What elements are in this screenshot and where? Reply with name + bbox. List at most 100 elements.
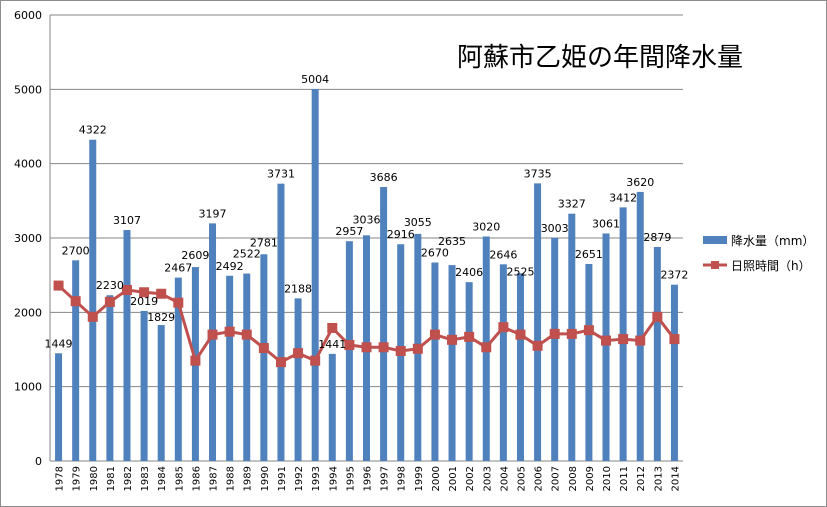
bar-1990 <box>260 254 268 461</box>
legend-swatch-rainfall <box>703 236 727 244</box>
x-tick-label: 1984 <box>157 466 168 491</box>
x-tick-label: 1999 <box>414 466 425 491</box>
bar-data-label: 5004 <box>301 73 329 86</box>
bar-1983 <box>140 310 148 461</box>
bar-1985 <box>174 277 182 461</box>
bar-1993 <box>311 89 319 461</box>
bar-2001 <box>448 265 456 461</box>
bar-data-label: 3055 <box>404 216 432 229</box>
x-tick-label: 1988 <box>226 466 237 491</box>
bar-data-label: 3003 <box>541 222 569 235</box>
sunshine-marker-2013 <box>652 311 663 322</box>
bar-data-label: 1449 <box>45 337 73 350</box>
sunshine-marker-1980 <box>87 311 98 322</box>
bar-1988 <box>226 275 234 461</box>
bar-data-label: 2522 <box>233 248 261 261</box>
x-tick-label: 2013 <box>653 466 664 491</box>
sunshine-marker-1995 <box>344 340 355 351</box>
bar-1980 <box>89 139 97 462</box>
sunshine-marker-1990 <box>258 343 269 354</box>
bar-data-label: 3620 <box>626 176 654 189</box>
sunshine-marker-1993 <box>310 355 321 366</box>
x-tick-label: 2014 <box>670 466 681 491</box>
bar-data-label: 3197 <box>199 207 227 220</box>
legend-label-sunshine: 日照時間（h） <box>731 259 811 273</box>
bar-2012 <box>636 191 644 461</box>
x-tick-label: 1981 <box>106 466 117 491</box>
x-tick-label: 1995 <box>345 466 356 491</box>
bar-data-label: 2700 <box>62 244 90 257</box>
bar-1997 <box>380 187 388 462</box>
chart-title: 阿蘇市乙姫の年間降水量 <box>457 43 743 73</box>
sunshine-marker-1987 <box>207 329 218 340</box>
bar-2013 <box>653 246 661 461</box>
x-tick-label: 2001 <box>448 466 459 491</box>
y-tick-label: 3000 <box>14 232 42 245</box>
sunshine-marker-1991 <box>275 357 286 368</box>
bar-data-label: 2670 <box>421 247 449 260</box>
sunshine-marker-1989 <box>241 329 252 340</box>
y-tick-label: 2000 <box>14 306 42 319</box>
bar-data-label: 3020 <box>472 221 500 234</box>
sunshine-marker-1982 <box>121 285 132 296</box>
x-tick-label: 1990 <box>260 466 271 491</box>
bar-data-label: 2646 <box>489 248 517 261</box>
x-tick-label: 2003 <box>482 466 493 491</box>
x-tick-label: 2011 <box>619 466 630 491</box>
sunshine-marker-1999 <box>412 343 423 354</box>
bar-data-label: 2916 <box>387 228 415 241</box>
bar-2000 <box>431 262 439 461</box>
bar-data-label: 2609 <box>181 249 209 262</box>
bar-data-label: 4322 <box>79 124 107 137</box>
x-tick-label: 1978 <box>55 466 66 491</box>
bar-data-label: 3731 <box>267 168 295 181</box>
bar-data-label: 2188 <box>284 282 312 295</box>
x-tick-label: 1987 <box>209 466 220 491</box>
sunshine-marker-1992 <box>293 348 304 359</box>
bar-1992 <box>294 298 302 461</box>
bar-data-label: 2525 <box>506 265 534 278</box>
sunshine-marker-1978 <box>53 280 64 291</box>
sunshine-marker-2011 <box>618 334 629 345</box>
sunshine-marker-1996 <box>361 342 372 353</box>
x-tick-label: 1980 <box>89 466 100 491</box>
x-tick-label: 1996 <box>363 466 374 491</box>
bar-data-label: 2879 <box>643 231 671 244</box>
y-tick-label: 0 <box>35 455 42 468</box>
x-tick-label: 2004 <box>499 466 510 491</box>
sunshine-marker-1983 <box>139 287 150 298</box>
x-tick-label: 1986 <box>191 466 202 491</box>
sunshine-marker-1981 <box>104 296 115 307</box>
x-tick-label: 1993 <box>311 466 322 491</box>
bar-1989 <box>243 273 251 461</box>
bar-1994 <box>328 353 336 461</box>
sunshine-marker-2004 <box>498 322 509 333</box>
bar-data-label: 3061 <box>592 217 620 230</box>
bar-2002 <box>465 282 473 461</box>
x-tick-label: 1982 <box>123 466 134 491</box>
x-tick-label: 2006 <box>534 466 545 491</box>
y-tick-label: 5000 <box>14 83 42 96</box>
legend-marker-sunshine <box>711 261 719 269</box>
bar-1984 <box>157 325 165 461</box>
x-tick-label: 1985 <box>174 466 185 491</box>
sunshine-marker-2000 <box>429 329 440 340</box>
x-tick-label: 2008 <box>568 466 579 491</box>
legend-label-rainfall: 降水量（mm） <box>731 234 814 248</box>
x-tick-label: 2005 <box>516 466 527 491</box>
bar-2009 <box>585 263 593 461</box>
x-tick-label: 1983 <box>140 466 151 491</box>
sunshine-marker-2009 <box>583 325 594 336</box>
sunshine-marker-2003 <box>481 342 492 353</box>
sunshine-marker-1986 <box>190 355 201 366</box>
bar-data-label: 2651 <box>575 248 603 261</box>
y-tick-label: 4000 <box>14 158 42 171</box>
bar-2005 <box>516 273 524 461</box>
x-tick-label: 1979 <box>72 466 83 491</box>
sunshine-marker-2007 <box>549 328 560 339</box>
x-tick-label: 1994 <box>328 466 339 491</box>
bar-data-label: 3107 <box>113 214 141 227</box>
sunshine-marker-2002 <box>464 331 475 342</box>
sunshine-marker-2012 <box>635 335 646 346</box>
